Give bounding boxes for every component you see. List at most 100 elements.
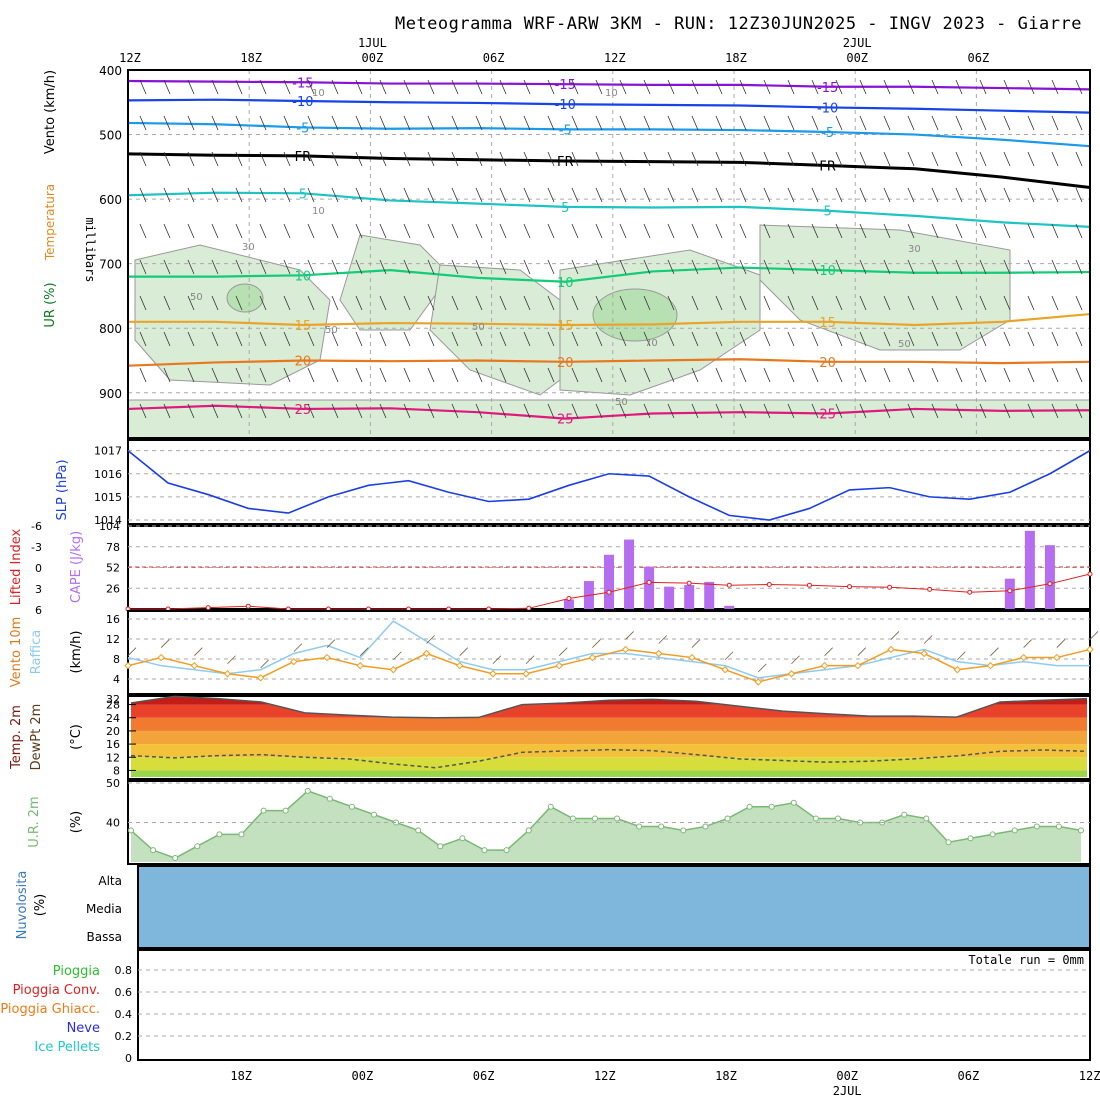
cape-tick-label: 78 <box>106 541 120 554</box>
wind-barb <box>451 403 459 419</box>
rh2m-point <box>172 855 179 862</box>
isotherm-label: 5 <box>823 205 831 220</box>
rh2m-point <box>680 827 687 834</box>
wind-barb <box>1051 115 1059 131</box>
wind-barb <box>691 115 699 131</box>
wind-arrow <box>293 643 303 652</box>
wind-barb <box>547 115 555 131</box>
wind-barb <box>835 187 843 203</box>
wind-barb <box>427 151 435 167</box>
wind-barb <box>643 151 651 167</box>
cape-tick-label: 52 <box>106 562 120 575</box>
cape-bar <box>684 585 695 609</box>
wind-barb <box>187 223 195 239</box>
wind-barb <box>451 223 459 239</box>
wind-barb <box>451 367 459 383</box>
isotherm-line <box>127 98 1091 114</box>
wind-barb <box>715 295 723 311</box>
wind-barb <box>739 331 747 347</box>
top-axis-date: 2JUL <box>843 36 872 50</box>
cloud-level-label: Alta <box>98 874 122 888</box>
slp-tick-label: 1017 <box>94 445 122 458</box>
wind-barb <box>379 403 387 419</box>
wind-barb <box>1075 187 1083 203</box>
wind-barb <box>403 151 411 167</box>
li-point <box>686 580 692 586</box>
rh2m-point <box>547 803 554 810</box>
wind-barb <box>787 331 795 347</box>
isotherm-line <box>128 312 1091 327</box>
temp-band <box>131 770 1087 777</box>
wind-barb <box>739 79 747 95</box>
isotherm-label: -5 <box>821 126 834 141</box>
wind-barb <box>451 331 459 347</box>
wind-barb <box>331 295 339 311</box>
rh-contour-label: 50 <box>898 339 911 350</box>
rh2m-point <box>304 787 311 794</box>
wind-barb <box>1003 151 1011 167</box>
wind-barb <box>739 259 747 275</box>
pressure-tick-label: 600 <box>99 193 122 207</box>
wind-barb <box>427 331 435 347</box>
wind-barb <box>475 259 483 275</box>
wind-barb <box>715 151 723 167</box>
wind-barb <box>1027 151 1035 167</box>
wind-barb <box>475 403 483 419</box>
wind-barb <box>547 331 555 347</box>
wind-barb <box>427 295 435 311</box>
wind-barb <box>259 187 267 203</box>
wind-barb <box>403 187 411 203</box>
wind-tick-label: 12 <box>106 633 120 646</box>
wind-barb <box>1051 295 1059 311</box>
wind-barb <box>475 115 483 131</box>
wind-point <box>986 661 995 670</box>
li-tick-label: -3 <box>31 541 42 554</box>
pressure-tick-label: 400 <box>99 64 122 78</box>
wind-barb <box>907 367 915 383</box>
rh-contour-label: 70 <box>645 338 658 349</box>
wind-barb <box>931 331 939 347</box>
wind-arrow <box>492 655 502 665</box>
wind-barb <box>499 331 507 347</box>
wind-barb <box>811 115 819 131</box>
wind-barb <box>883 295 891 311</box>
wind-barb <box>955 367 963 383</box>
wind-barb <box>715 79 723 95</box>
rh2m-point <box>746 803 753 810</box>
wind-barb <box>979 79 987 95</box>
li-point <box>566 596 572 601</box>
rh2m-tick-label: 50 <box>106 777 120 790</box>
wind-arrow <box>260 659 269 669</box>
wind-barb <box>979 151 987 167</box>
isotherm-label: 25 <box>295 403 312 418</box>
wind-arrow <box>1089 631 1099 640</box>
wind-barb <box>667 115 675 131</box>
wind-arrow <box>957 651 966 661</box>
temp-line <box>130 695 1088 719</box>
wind-barb <box>955 295 963 311</box>
wind-barb <box>811 295 819 311</box>
li-point <box>766 582 772 587</box>
wind-arrow <box>393 651 402 661</box>
wind-barb <box>1027 259 1035 275</box>
rh2m-point <box>1033 823 1040 830</box>
wind-barb <box>187 295 195 311</box>
wind-barb <box>163 79 171 95</box>
wind-barb <box>499 223 507 239</box>
wind-point <box>522 670 530 678</box>
cape-bar <box>704 581 715 609</box>
wind-barb <box>859 259 867 275</box>
wind-barb <box>283 151 291 167</box>
precip-legend-item: Pioggia Ghiacc. <box>0 1002 100 1017</box>
wind-tick-label: 16 <box>106 613 120 626</box>
wind-barb <box>907 259 915 275</box>
wind-tick-label: 4 <box>113 673 120 686</box>
wind-barb <box>259 259 267 275</box>
wind-barb <box>379 223 387 239</box>
ylabel-temp2m: Temp. 2m <box>9 705 24 770</box>
wind-barb <box>259 151 267 167</box>
wind-barb <box>259 115 267 131</box>
wind-barb <box>547 187 555 203</box>
wind-barb <box>451 187 459 203</box>
rh2m-point <box>812 815 819 822</box>
